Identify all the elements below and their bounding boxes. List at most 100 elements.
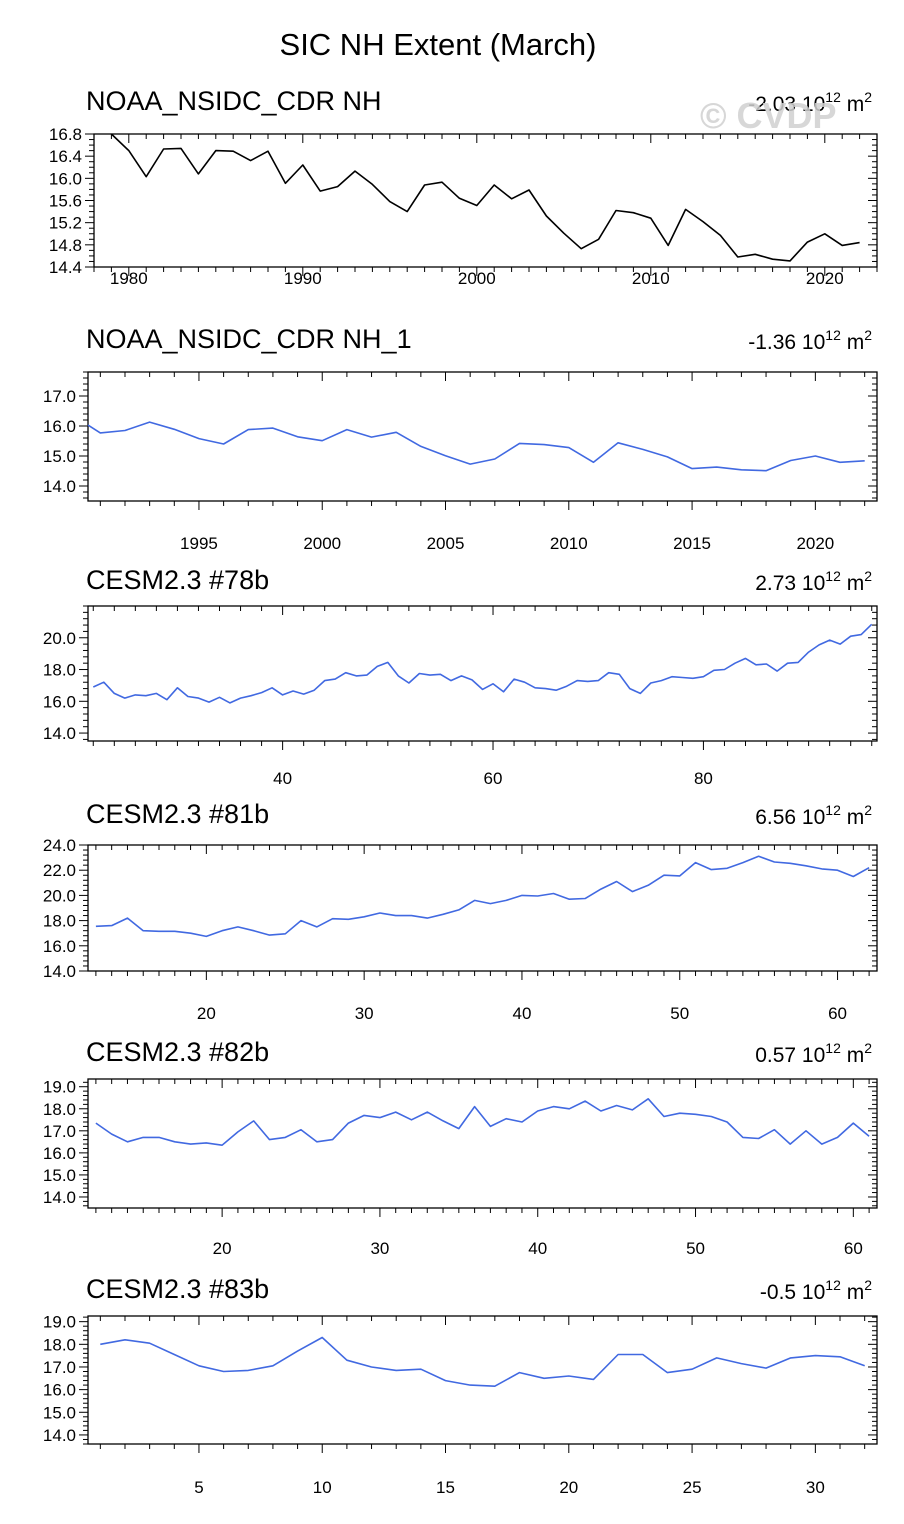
data-point <box>95 1122 97 1124</box>
data-point <box>253 1120 255 1122</box>
data-point <box>148 1342 150 1344</box>
trend-unit-exponent: 2 <box>864 802 872 818</box>
data-point <box>566 685 568 687</box>
data-point <box>489 902 491 904</box>
data-point <box>852 875 854 877</box>
data-point <box>316 926 318 928</box>
data-point <box>92 686 94 688</box>
data-point <box>568 446 570 448</box>
data-point <box>408 682 410 684</box>
y-tick-label: 14.8 <box>49 236 82 255</box>
data-point <box>543 1377 545 1379</box>
data-point <box>439 673 441 675</box>
x-tick-label: 15 <box>436 1478 455 1497</box>
x-tick-label: 40 <box>528 1239 547 1258</box>
data-point <box>568 1108 570 1110</box>
trend-label: -0.5 1012 m2 <box>760 1277 872 1304</box>
data-point <box>187 695 189 697</box>
data-point <box>469 1384 471 1386</box>
data-point <box>841 244 843 246</box>
data-point <box>797 661 799 663</box>
data-point <box>370 1366 372 1368</box>
data-point <box>158 930 160 932</box>
x-tick-label: 40 <box>512 1004 531 1023</box>
data-point <box>584 897 586 899</box>
data-point <box>99 432 101 434</box>
data-point <box>110 133 112 135</box>
data-point <box>321 1336 323 1338</box>
data-point <box>347 1122 349 1124</box>
data-point <box>111 924 113 926</box>
x-tick-label: 50 <box>686 1239 705 1258</box>
data-point <box>726 867 728 869</box>
data-point <box>592 1378 594 1380</box>
figure-title: SIC NH Extent (March) <box>280 27 597 62</box>
panel-4: CESM2.3 #81b 6.56 1012 m2 14.0 16.0 18.0 20.0… <box>43 799 878 1023</box>
data-point <box>505 1118 507 1120</box>
data-point <box>864 460 866 462</box>
trend-value: -1.36 10 <box>748 331 825 354</box>
data-point <box>608 672 610 674</box>
data-point <box>839 1356 841 1358</box>
data-point <box>281 694 283 696</box>
data-point <box>222 443 224 445</box>
data-point <box>284 182 286 184</box>
data-point <box>814 1354 816 1356</box>
data-point <box>173 428 175 430</box>
data-point <box>518 442 520 444</box>
data-point <box>247 1369 249 1371</box>
data-point <box>713 669 715 671</box>
data-point <box>303 693 305 695</box>
data-point <box>618 673 620 675</box>
data-point <box>376 665 378 667</box>
data-point <box>469 463 471 465</box>
data-point <box>260 691 262 693</box>
y-tick-label: 15.0 <box>43 447 76 466</box>
tick-marks <box>85 133 878 276</box>
data-point <box>366 674 368 676</box>
data-point <box>771 258 773 260</box>
data-point <box>534 687 536 689</box>
data-point <box>142 1136 144 1138</box>
tick-marks <box>79 605 877 750</box>
data-point <box>576 679 578 681</box>
data-point <box>346 428 348 430</box>
data-point <box>647 1098 649 1100</box>
data-point <box>568 1375 570 1377</box>
x-tick-label: 60 <box>484 769 503 788</box>
tick-marks <box>79 1316 877 1453</box>
data-point <box>111 1133 113 1135</box>
data-point <box>839 461 841 463</box>
y-tick-label: 16.4 <box>49 147 82 166</box>
data-point <box>237 1131 239 1133</box>
data-point <box>205 1142 207 1144</box>
x-tick-label: 40 <box>273 769 292 788</box>
data-point <box>545 215 547 217</box>
data-point <box>639 692 641 694</box>
trend-unit-exponent: 2 <box>864 89 872 105</box>
data-point <box>128 149 130 151</box>
data-point <box>765 470 767 472</box>
data-point <box>173 1353 175 1355</box>
data-point <box>773 1129 775 1131</box>
series-line <box>95 1098 870 1146</box>
data-point <box>631 1109 633 1111</box>
data-point <box>544 687 546 689</box>
data-point <box>615 1104 617 1106</box>
data-point <box>345 672 347 674</box>
data-point <box>734 662 736 664</box>
x-tick-label: 5 <box>194 1478 203 1497</box>
y-tick-label: 16.0 <box>43 1144 76 1163</box>
data-point <box>284 1136 286 1138</box>
x-tick-label: 30 <box>355 1004 374 1023</box>
plot-frame <box>87 1078 878 1209</box>
data-point <box>370 436 372 438</box>
series-points <box>99 1336 866 1387</box>
data-point <box>237 926 239 928</box>
data-point <box>158 1136 160 1138</box>
data-point <box>429 674 431 676</box>
data-point <box>492 683 494 685</box>
data-point <box>858 241 860 243</box>
series-line <box>95 855 870 938</box>
data-point <box>543 443 545 445</box>
